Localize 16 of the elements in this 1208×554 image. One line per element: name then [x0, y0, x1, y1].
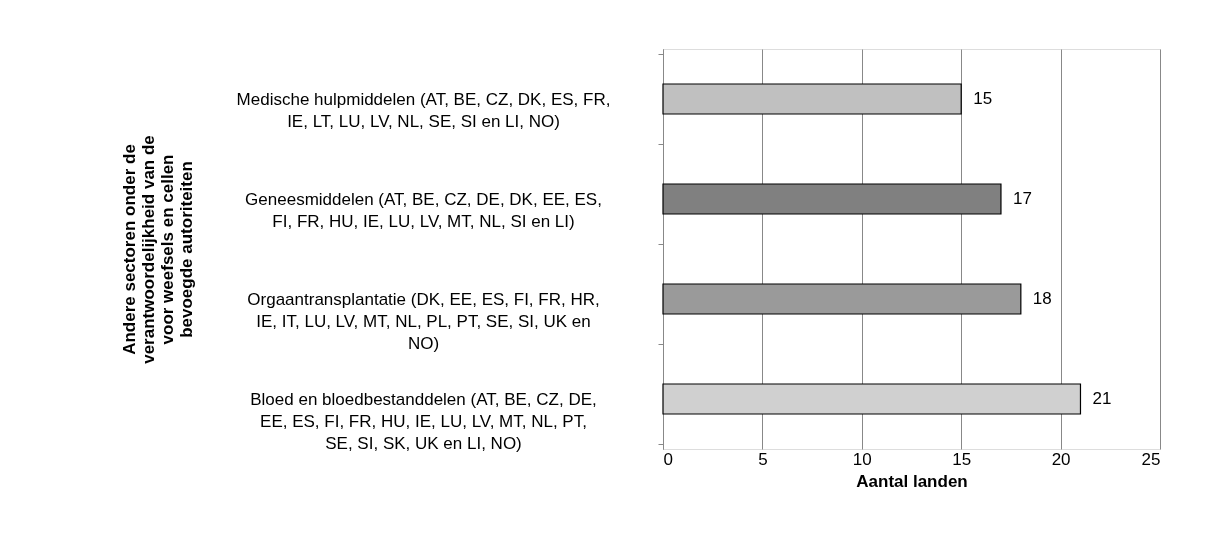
- data-label: 15: [973, 89, 993, 108]
- x-tick-label: 15: [952, 449, 972, 469]
- x-tick-label: 10: [852, 449, 872, 469]
- x-axis-title: Aantal landen: [856, 471, 968, 491]
- data-label: 18: [1032, 289, 1052, 308]
- x-tick-label: 20: [1051, 449, 1071, 469]
- x-tick-label: 0: [663, 449, 673, 469]
- data-label: 21: [1092, 389, 1112, 408]
- y-tick-label: Medische hulpmiddelen (AT, BE, CZ, DK, ES, FR, IE, LT, LU, LV, NL, SE, SI en LI, NO): [236, 89, 611, 131]
- y-tick-label: Geneesmiddelen (AT, BE, CZ, DE, DK, EE, ES, FI, FR, HU, IE, LU, LV, MT, NL, SI en LI): [245, 189, 602, 231]
- data-label: 17: [1012, 189, 1032, 208]
- y-tick-label: Bloed en bloedbestanddelen (AT, BE, CZ, DE, EE, ES, FI, FR, HU, IE, LU, LV, MT, NL, PT, SE, SI, SK, UK en LI, NO): [250, 389, 597, 453]
- y-axis-title: Andere sectoren onder de verantwoordelijkheid van de voor weefsels en cellen bevoegde autoriteiten: [119, 135, 196, 364]
- x-tick-label: 25: [1141, 449, 1161, 469]
- y-tick-label: Orgaantransplantatie (DK, EE, ES, FI, FR, HR, IE, IT, LU, LV, MT, NL, PL, PT, SE, SI, UK en NO): [247, 289, 600, 353]
- x-tick-label: 5: [758, 449, 768, 469]
